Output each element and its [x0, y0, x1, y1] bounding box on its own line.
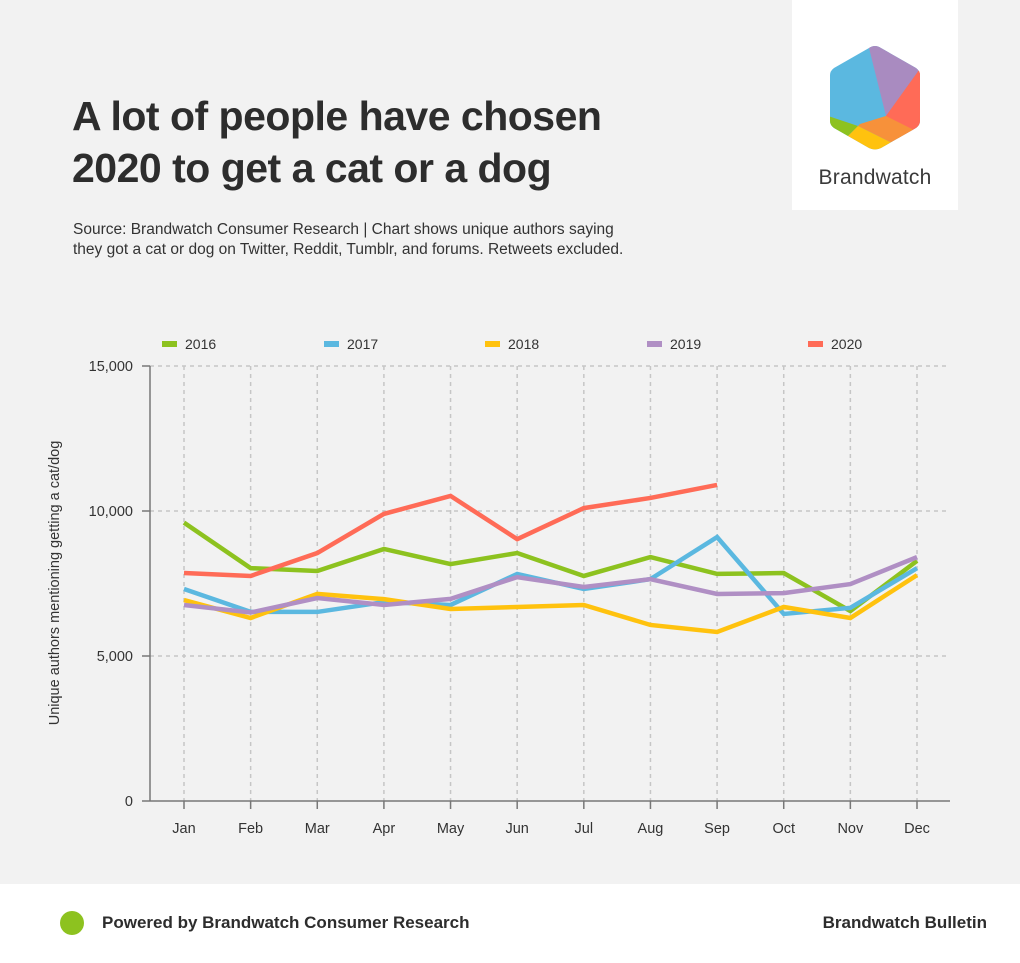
y-tick-label: 0 — [125, 794, 133, 810]
x-tick-label: Nov — [837, 821, 864, 837]
footer-brand: Brandwatch Bulletin — [822, 913, 987, 932]
legend-swatch-2018 — [485, 341, 500, 347]
title-line-2: 2020 to get a cat or a dog — [72, 145, 552, 191]
x-tick-label: Sep — [704, 821, 730, 837]
page-title: A lot of people have chosen 2020 to get … — [72, 90, 672, 194]
chart-axes: 0 5,000 10,000 15,000 Jan Feb Mar Apr May Jun Jul A… — [89, 359, 950, 837]
footer-dot-icon — [60, 911, 84, 935]
chart-series — [182, 482, 919, 635]
x-tick-label: Mar — [305, 821, 330, 837]
y-tick-label: 15,000 — [89, 359, 133, 375]
x-tick-label: Feb — [238, 821, 263, 837]
legend-label-2018: 2018 — [508, 336, 539, 352]
series-line-2019 — [183, 555, 918, 615]
x-tick-label: Jul — [575, 821, 594, 837]
x-tick-label: May — [437, 821, 465, 837]
title-line-1: A lot of people have chosen — [72, 93, 602, 139]
series-line-2016 — [182, 520, 919, 614]
legend-swatch-2019 — [647, 341, 662, 347]
chart-legend: 2016 2017 2018 2019 2020 — [162, 336, 862, 352]
legend-label-2017: 2017 — [347, 336, 378, 352]
y-tick-label: 5,000 — [97, 649, 133, 665]
brandwatch-logo-card: Brandwatch — [792, 0, 958, 210]
legend-label-2019: 2019 — [670, 336, 701, 352]
x-tick-label: Jan — [172, 821, 195, 837]
x-tick-label: Jun — [505, 821, 528, 837]
y-tick-label: 10,000 — [89, 504, 133, 520]
footer-powered-by: Powered by Brandwatch Consumer Research — [102, 913, 470, 932]
series-line-2020 — [183, 482, 718, 579]
x-tick-label: Apr — [373, 821, 396, 837]
legend-swatch-2020 — [808, 341, 823, 347]
x-tick-label: Oct — [772, 821, 795, 837]
legend-swatch-2016 — [162, 341, 177, 347]
brandwatch-hexagon-logo-icon — [830, 46, 920, 150]
footer-bar: Powered by Brandwatch Consumer Research … — [0, 884, 1020, 963]
line-chart: 2016 2017 2018 2019 2020 0 5,000 10,000 15,000 J… — [47, 336, 950, 837]
x-tick-label: Dec — [904, 821, 930, 837]
chart-source-note: Source: Brandwatch Consumer Research | C… — [73, 221, 624, 258]
series-line-2018 — [183, 573, 919, 635]
legend-label-2016: 2016 — [185, 336, 216, 352]
brandwatch-logo-text: Brandwatch — [818, 166, 932, 189]
x-tick-label: Aug — [638, 821, 664, 837]
legend-label-2020: 2020 — [831, 336, 862, 352]
y-axis-title: Unique authors mentioning getting a cat/… — [47, 441, 63, 726]
chart-grid — [150, 365, 950, 801]
legend-swatch-2017 — [324, 341, 339, 347]
